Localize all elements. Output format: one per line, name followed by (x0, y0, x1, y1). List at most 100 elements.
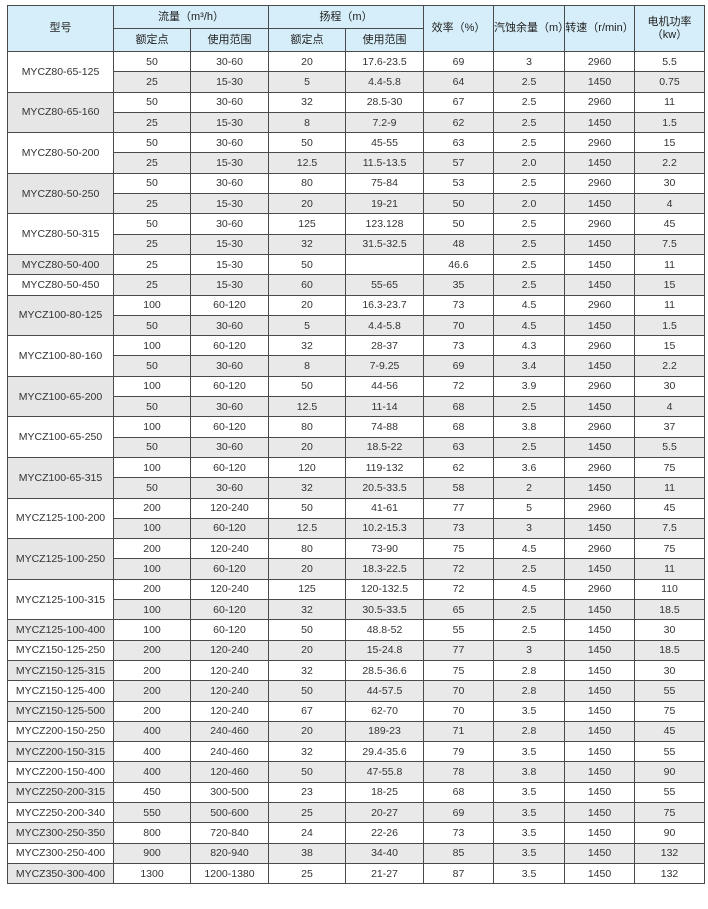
efficiency-cell: 68 (423, 416, 495, 438)
npsh-cell: 3.5 (493, 862, 566, 885)
head-range-cell: 48.8-52 (344, 619, 425, 641)
efficiency-cell: 73 (423, 517, 495, 540)
table-row: MYCZ80-65-160 50 30-60 32 28.5-30 67 2.5 2960 11 (7, 91, 706, 134)
flow-range-cell: 120-240 (190, 497, 269, 519)
header-head-range: 使用范围 (344, 28, 425, 52)
speed-cell: 1450 (564, 659, 636, 682)
flow-range-cell: 240-460 (190, 720, 269, 743)
speed-cell: 1450 (564, 436, 636, 458)
power-cell: 55 (634, 741, 706, 763)
power-cell: 0.75 (634, 71, 706, 93)
speed-cell: 2960 (564, 578, 636, 601)
npsh-cell: 2.5 (493, 233, 566, 255)
table-row: 25 15-30 8 7.2-9 62 2.5 1450 1.5 (8, 111, 706, 134)
power-cell: 4 (634, 396, 706, 418)
head-rated-cell: 20 (268, 720, 346, 743)
head-range-cell: 45-55 (344, 132, 425, 154)
power-cell: 110 (634, 578, 706, 601)
power-cell: 30 (634, 659, 706, 682)
head-rated-cell: 125 (268, 578, 346, 601)
model-cell: MYCZ80-50-200 (7, 132, 114, 174)
table-row: MYCZ100-80-160 100 60-120 32 28-37 73 4.3 2960 1… (7, 335, 706, 377)
npsh-cell: 2.5 (493, 274, 566, 296)
head-range-cell: 11.5-13.5 (344, 152, 425, 174)
head-range-cell (344, 253, 425, 276)
table-row: MYCZ125-100-250 200 120-240 80 73-90 75 4.5 296… (7, 538, 706, 580)
speed-cell: 2960 (564, 172, 636, 195)
head-range-cell: 7-9.25 (344, 355, 425, 377)
npsh-cell: 2.8 (493, 720, 566, 743)
flow-range-cell: 30-60 (190, 172, 269, 195)
model-cell: MYCZ100-80-160 (7, 335, 114, 377)
speed-cell: 1450 (564, 477, 636, 499)
npsh-cell: 2.5 (493, 111, 566, 134)
npsh-cell: 2.5 (493, 558, 566, 580)
efficiency-cell: 63 (423, 436, 495, 458)
head-rated-cell: 80 (268, 416, 346, 438)
npsh-cell: 2.5 (493, 71, 566, 93)
flow-rated-cell: 100 (113, 619, 191, 641)
flow-range-cell: 1200-1380 (190, 862, 269, 885)
efficiency-cell: 69 (423, 355, 495, 377)
power-cell: 11 (634, 477, 706, 499)
flow-range-cell: 120-240 (190, 578, 269, 601)
table-row: MYCZ80-65-125 50 30-60 20 17.6-23.5 69 3 2960 5.… (7, 50, 706, 93)
flow-rated-cell: 550 (113, 801, 191, 824)
flow-range-cell: 120-240 (190, 700, 269, 722)
flow-range-cell: 500-600 (190, 801, 269, 824)
model-cell: MYCZ300-250-400 (7, 842, 114, 864)
flow-range-cell: 30-60 (190, 477, 269, 499)
speed-cell: 1450 (564, 71, 636, 93)
npsh-cell: 3.5 (493, 801, 566, 824)
head-range-cell: 123.128 (344, 213, 425, 235)
flow-range-cell: 30-60 (190, 132, 269, 154)
npsh-cell: 3.6 (493, 456, 566, 479)
efficiency-cell: 71 (423, 720, 495, 743)
power-cell: 11 (634, 294, 706, 316)
flow-rated-cell: 400 (113, 761, 191, 783)
model-cell: MYCZ200-150-250 (7, 720, 114, 743)
flow-range-cell: 60-120 (190, 335, 269, 357)
head-range-cell: 10.2-15.3 (344, 517, 425, 540)
head-rated-cell: 20 (268, 294, 346, 316)
efficiency-cell: 50 (423, 193, 495, 215)
head-range-cell: 15-24.8 (344, 639, 425, 661)
speed-cell: 2960 (564, 456, 636, 479)
efficiency-cell: 65 (423, 599, 495, 621)
header-head: 扬程（m） (267, 5, 425, 29)
npsh-cell: 4.5 (493, 294, 566, 316)
efficiency-cell: 79 (423, 741, 495, 763)
flow-range-cell: 60-120 (190, 619, 269, 641)
pump-spec-table: 型号 流量（m³/h） 扬程（m） 效率（%） 汽蚀余量（m） 转速（r/min… (7, 5, 706, 885)
npsh-cell: 3.5 (493, 700, 566, 722)
flow-rated-cell: 100 (113, 456, 191, 479)
table-row: MYCZ150-125-500 200 120-240 67 62-70 70 3.5 145… (7, 700, 706, 722)
head-rated-cell: 120 (268, 456, 346, 479)
power-cell: 7.5 (634, 517, 706, 540)
table-row: 50 30-60 32 20.5-33.5 58 2 1450 11 (8, 477, 706, 499)
power-cell: 45 (634, 497, 706, 519)
head-rated-cell: 12.5 (268, 396, 346, 418)
table-row: 50 30-60 8 7-9.25 69 3.4 1450 2.2 (8, 355, 706, 377)
table-row: MYCZ150-125-250 200 120-240 20 15-24.8 77 3 145… (7, 639, 706, 661)
speed-cell: 1450 (564, 253, 636, 276)
head-rated-cell: 20 (268, 50, 346, 73)
table-row: MYCZ125-100-400 100 60-120 50 48.8-52 55 2.5 14… (7, 619, 706, 641)
flow-range-cell: 15-30 (190, 152, 269, 174)
npsh-cell: 2.5 (493, 172, 566, 195)
header-flow-range: 使用范围 (190, 28, 269, 52)
table-row: MYCZ300-250-350 800 720-840 24 22-26 73 3.5 145… (7, 822, 706, 844)
power-cell: 18.5 (634, 639, 706, 661)
power-cell: 75 (634, 700, 706, 722)
power-cell: 55 (634, 781, 706, 803)
table-row: MYCZ150-125-315 200 120-240 32 28.5-36.6 75 2.… (7, 659, 706, 682)
flow-range-cell: 30-60 (190, 91, 269, 113)
head-rated-cell: 5 (268, 71, 346, 93)
table-row: MYCZ250-200-340 550 500-600 25 20-27 69 3.5 145… (7, 801, 706, 824)
flow-rated-cell: 100 (113, 335, 191, 357)
head-rated-cell: 50 (268, 132, 346, 154)
speed-cell: 1450 (564, 396, 636, 418)
speed-cell: 1450 (564, 720, 636, 743)
flow-range-cell: 120-240 (190, 538, 269, 560)
head-range-cell: 20-27 (344, 801, 425, 824)
